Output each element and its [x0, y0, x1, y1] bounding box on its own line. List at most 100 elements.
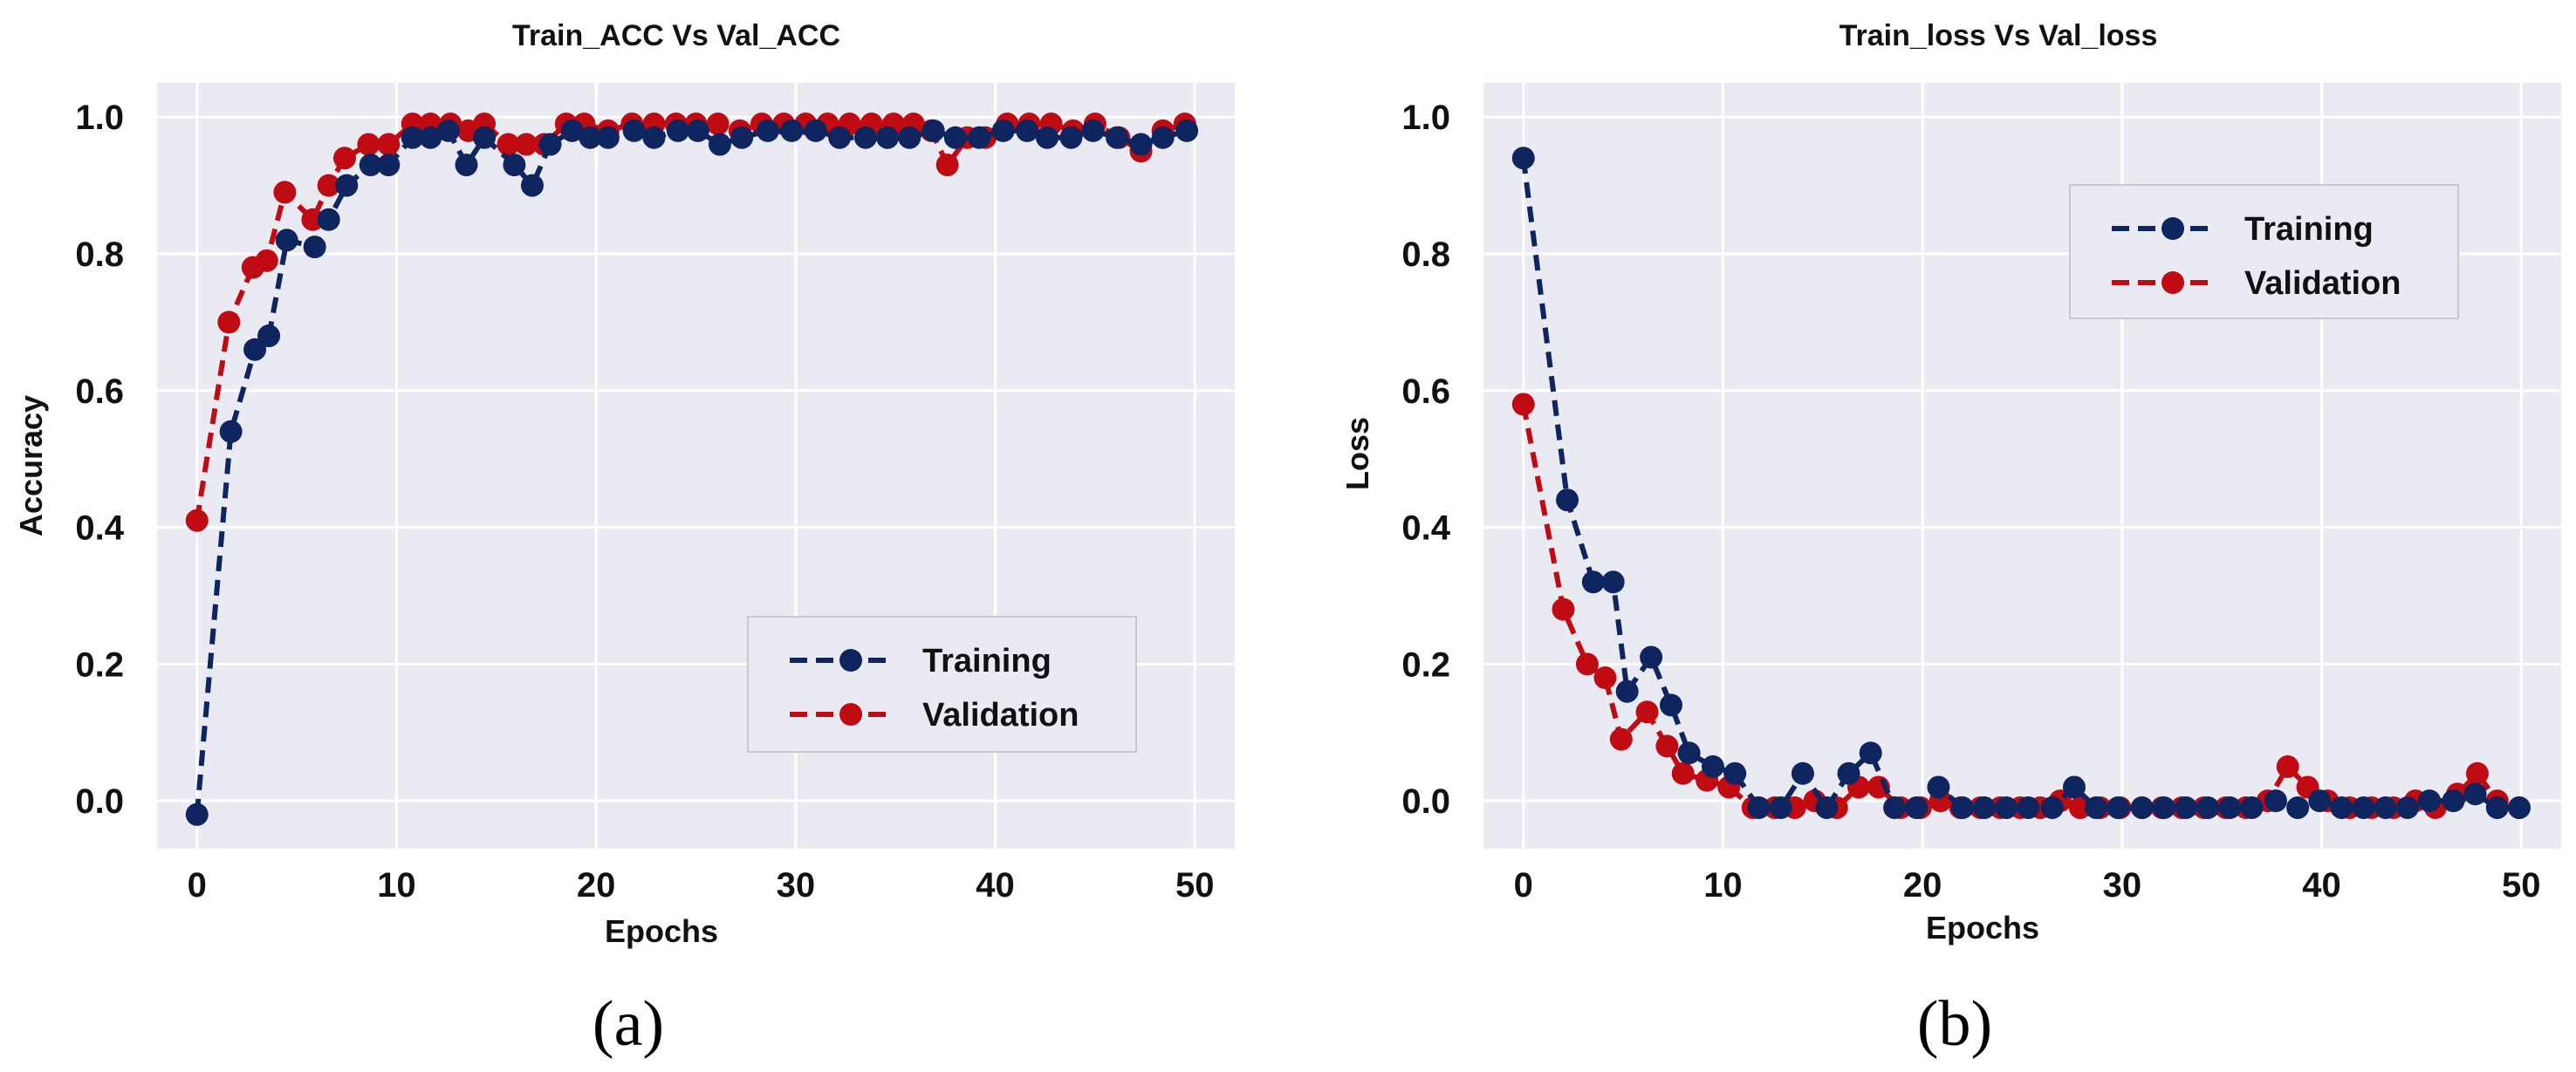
x-tick-label: 40 [2302, 866, 2341, 905]
training-point [275, 229, 298, 252]
y-tick-label: 0.4 [75, 509, 124, 548]
x-tick-label: 0 [188, 866, 207, 905]
x-tick-label: 30 [777, 866, 816, 905]
training-point [2175, 795, 2198, 819]
training-point [1640, 645, 1663, 669]
training-line [194, 127, 1188, 816]
training-point [560, 119, 584, 142]
training-point [185, 802, 209, 826]
training-point [436, 119, 460, 142]
training-point [401, 126, 424, 149]
training-point [756, 119, 779, 142]
training-point [780, 119, 804, 142]
validation-point [2068, 795, 2092, 819]
training-point [303, 236, 326, 259]
validation-point [255, 249, 278, 272]
training-point [804, 119, 827, 142]
x-tick-label: 40 [976, 866, 1015, 905]
training-point [1973, 795, 1997, 819]
training-point [2507, 795, 2531, 819]
training-point [2330, 795, 2353, 819]
training-point [1036, 126, 1059, 149]
training-point [1815, 795, 1839, 819]
legend-label-training: Training [2244, 211, 2374, 248]
legend-marker-swatch [2162, 271, 2184, 294]
training-point [2442, 789, 2465, 813]
training-point [2264, 789, 2287, 813]
validation-point [497, 133, 520, 156]
training-point [991, 119, 1015, 142]
validation-point [332, 147, 356, 170]
training-point [2085, 795, 2108, 819]
validation-point [1671, 761, 1695, 785]
y-tick-label: 0.6 [75, 372, 124, 411]
legend-label-validation: Validation [922, 697, 1079, 734]
training-point [686, 119, 709, 142]
training-point [1151, 126, 1175, 149]
validation-point [377, 133, 401, 156]
training-point [1081, 119, 1105, 142]
validation-point [273, 181, 297, 204]
training-point [1702, 754, 1725, 778]
y-tick-label: 0.0 [1401, 782, 1450, 821]
training-point [666, 119, 689, 142]
training-point [1129, 133, 1153, 156]
validation-point [935, 154, 959, 177]
series-training [185, 119, 1199, 826]
training-point [2062, 775, 2086, 799]
training-point [419, 126, 442, 149]
legend-marker-swatch [2162, 217, 2184, 240]
y-tick-label: 1.0 [75, 99, 124, 137]
training-point [1581, 570, 1605, 594]
validation-point [1609, 727, 1633, 751]
training-point [243, 338, 267, 361]
validation-point [515, 133, 538, 156]
training-point [596, 126, 620, 149]
training-point [2240, 795, 2264, 819]
chart-title: Train_loss Vs Val_loss [1840, 19, 2158, 52]
training-point [1950, 795, 1974, 819]
y-tick-label: 0.6 [1401, 372, 1450, 411]
training-point [2352, 795, 2375, 819]
training-point [1659, 693, 1682, 717]
training-point [1995, 795, 2018, 819]
training-point [257, 324, 281, 348]
training-point [2418, 789, 2442, 813]
training-point [473, 126, 497, 149]
training-point [317, 208, 340, 231]
legend-label-validation: Validation [2244, 265, 2401, 302]
training-point [898, 126, 921, 149]
series-training [1511, 147, 2531, 819]
legend: Training Validation [2069, 184, 2459, 319]
validation-point [185, 509, 209, 532]
x-tick-label: 10 [377, 866, 416, 905]
training-point [1769, 795, 1792, 819]
y-axis-label: Accuracy [13, 395, 49, 536]
training-point [2130, 795, 2154, 819]
training-point [2218, 795, 2242, 819]
training-point [921, 119, 945, 142]
training-point [2485, 795, 2509, 819]
validation-point [357, 133, 380, 156]
training-point [943, 126, 967, 149]
y-tick-label: 0.0 [75, 782, 124, 821]
y-tick-label: 0.2 [75, 645, 124, 684]
validation-point [2465, 761, 2489, 785]
validation-point [1575, 652, 1599, 676]
training-point [455, 154, 478, 177]
training-point [1016, 119, 1039, 142]
training-point [377, 154, 401, 177]
training-point [2374, 795, 2397, 819]
training-point [2040, 795, 2064, 819]
x-tick-label: 20 [1903, 866, 1942, 905]
training-point [1837, 761, 1860, 785]
training-point [2463, 782, 2487, 806]
legend-box [747, 616, 1137, 753]
training-point [1615, 679, 1639, 703]
validation-point [1655, 734, 1679, 758]
x-axis-label: Epochs [605, 913, 718, 949]
x-tick-label: 50 [1175, 866, 1215, 905]
y-tick-label: 0.4 [1401, 509, 1450, 548]
y-tick-label: 0.8 [75, 236, 124, 274]
